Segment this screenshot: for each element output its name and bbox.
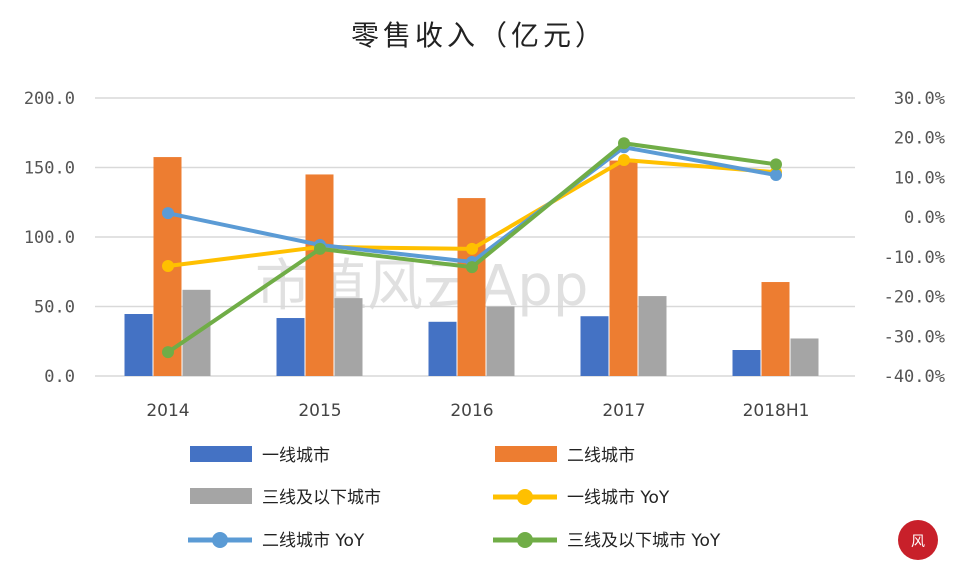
y-right-tick-label: 0.0% bbox=[904, 208, 945, 228]
legend-swatch bbox=[190, 488, 252, 504]
yoy-marker-1 bbox=[466, 242, 478, 255]
chart-title: 零售收入（亿元） bbox=[350, 19, 607, 52]
bar-3 bbox=[486, 306, 515, 376]
y-left-tick-label: 150.0 bbox=[24, 159, 75, 179]
legend-label: 一线城市 YoY bbox=[567, 488, 670, 508]
legend-swatch bbox=[190, 446, 252, 462]
legend-label: 一线城市 bbox=[262, 446, 330, 466]
y-left-tick-label: 100.0 bbox=[24, 228, 75, 248]
yoy-marker-1 bbox=[618, 153, 630, 166]
bar-1 bbox=[428, 321, 457, 376]
bar-2 bbox=[609, 160, 638, 376]
y-left-tick-label: 50.0 bbox=[34, 298, 75, 318]
y-right-tick-label: 30.0% bbox=[894, 89, 945, 109]
x-tick-label: 2014 bbox=[146, 401, 189, 421]
yoy-marker-3 bbox=[618, 137, 630, 150]
yoy-marker-3 bbox=[162, 346, 174, 359]
yoy-marker-3 bbox=[770, 158, 782, 171]
x-tick-label: 2016 bbox=[450, 401, 493, 421]
y-left-tick-label: 0.0 bbox=[44, 367, 75, 387]
legend-swatch bbox=[495, 446, 557, 462]
yoy-marker-2 bbox=[162, 207, 174, 220]
y-left-tick-label: 200.0 bbox=[24, 89, 75, 109]
yoy-marker-2 bbox=[770, 169, 782, 182]
y-right-tick-label: -10.0% bbox=[884, 248, 945, 268]
bar-3 bbox=[790, 338, 819, 376]
yoy-marker-3 bbox=[314, 242, 326, 255]
legend-marker bbox=[517, 532, 533, 548]
y-right-tick-label: 20.0% bbox=[894, 129, 945, 149]
legend-label: 二线城市 YoY bbox=[262, 531, 365, 551]
seal-logo bbox=[898, 520, 938, 560]
x-tick-label: 2017 bbox=[602, 401, 645, 421]
legend-marker bbox=[517, 489, 533, 505]
yoy-marker-1 bbox=[162, 259, 174, 272]
x-tick-label: 2015 bbox=[298, 401, 341, 421]
seal-logo-mark: 风 bbox=[911, 534, 925, 550]
legend-label: 二线城市 bbox=[567, 446, 635, 466]
bar-1 bbox=[276, 318, 305, 376]
bar-3 bbox=[638, 296, 667, 376]
y-right-tick-label: -40.0% bbox=[884, 367, 945, 387]
y-right-tick-label: 10.0% bbox=[894, 168, 945, 188]
bar-1 bbox=[124, 314, 153, 376]
bar-3 bbox=[334, 298, 363, 376]
y-right-tick-label: -20.0% bbox=[884, 288, 945, 308]
watermark: 市值风云App bbox=[255, 254, 588, 319]
bar-1 bbox=[732, 350, 761, 376]
bar-1 bbox=[580, 316, 609, 376]
legend-label: 三线及以下城市 YoY bbox=[567, 531, 721, 551]
x-tick-label: 2018H1 bbox=[743, 401, 810, 421]
bar-2 bbox=[305, 174, 334, 376]
bar-2 bbox=[457, 198, 486, 376]
legend-marker bbox=[212, 532, 228, 548]
yoy-marker-3 bbox=[466, 261, 478, 274]
bar-2 bbox=[761, 282, 790, 376]
legend-label: 三线及以下城市 bbox=[262, 488, 381, 508]
y-right-tick-label: -30.0% bbox=[884, 327, 945, 347]
